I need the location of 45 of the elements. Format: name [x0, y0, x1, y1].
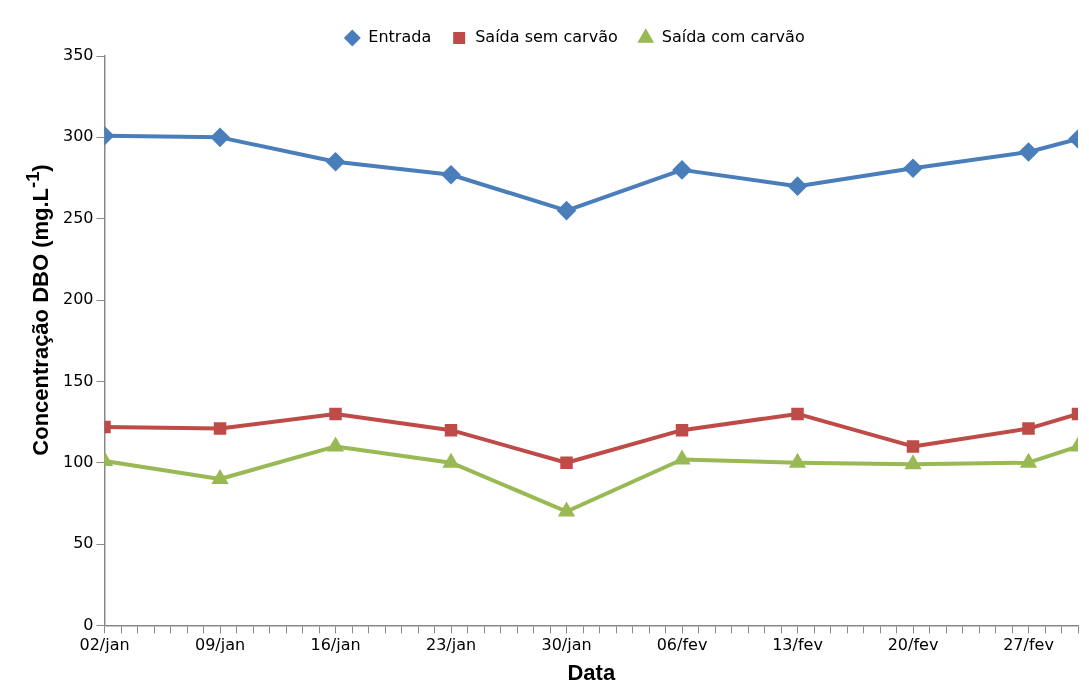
x-tick-label: 30/jan — [541, 635, 592, 655]
legend-label: Saída sem carvão — [475, 27, 618, 47]
y-tick-label: 50 — [73, 533, 94, 553]
y-tick-label: 0 — [83, 614, 94, 634]
point — [675, 423, 689, 437]
y-tick-label: 300 — [62, 126, 94, 146]
point — [442, 165, 461, 184]
point — [788, 177, 807, 196]
point — [673, 160, 692, 179]
point — [211, 128, 230, 147]
x-tick-label: 23/jan — [425, 635, 477, 655]
point — [905, 456, 921, 470]
legend-label: Entrada — [368, 27, 432, 47]
point — [1020, 452, 1037, 468]
legend-label: Saída com carvão — [661, 27, 805, 47]
point — [213, 422, 227, 435]
point — [443, 454, 459, 468]
point — [791, 407, 804, 421]
y-tick-label: 150 — [62, 370, 94, 390]
y-tick-label: 200 — [62, 289, 94, 309]
point — [1019, 142, 1038, 161]
point — [674, 451, 690, 465]
x-tick-label: 09/jan — [194, 635, 246, 655]
x-tick-label: 02/jan — [79, 635, 130, 655]
x-axis-title: Data — [567, 659, 616, 685]
point — [212, 470, 228, 484]
point — [326, 152, 345, 171]
point — [557, 201, 576, 220]
x-tick-label: 27/fev — [1003, 635, 1054, 655]
point — [558, 501, 575, 517]
point — [560, 456, 573, 469]
point — [1022, 422, 1035, 435]
point — [906, 440, 920, 453]
y-tick-label: 350 — [62, 45, 94, 65]
point — [444, 423, 458, 437]
point — [789, 452, 806, 468]
x-tick-label: 20/fev — [887, 635, 939, 655]
point — [904, 159, 923, 178]
point — [329, 407, 342, 421]
y-tick-label: 250 — [62, 207, 94, 227]
x-tick-label: 06/fev — [656, 635, 708, 655]
x-tick-label: 13/fev — [772, 635, 823, 655]
x-tick-label: 16/jan — [310, 635, 361, 655]
point — [328, 438, 343, 452]
y-tick-label: 100 — [62, 451, 94, 471]
